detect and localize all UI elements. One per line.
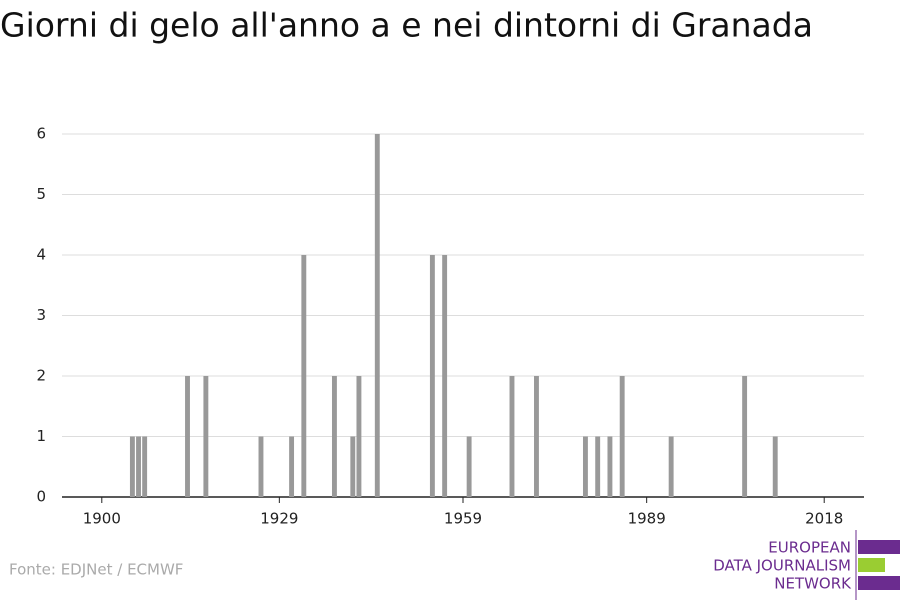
bar (595, 436, 601, 497)
bar (742, 376, 748, 497)
logo-bar (858, 558, 885, 572)
bar (429, 255, 435, 497)
bar (356, 376, 362, 497)
bar (350, 436, 356, 497)
logo-bar (858, 540, 900, 554)
y-tick-label: 3 (36, 306, 46, 324)
bar (442, 255, 448, 497)
bar (185, 376, 190, 497)
bar (509, 376, 515, 497)
logo-text: EUROPEAN (768, 539, 851, 557)
x-tick-label: 1929 (260, 510, 298, 528)
bar (136, 436, 141, 497)
x-tick-label: 1959 (444, 510, 482, 528)
logo-bar (858, 576, 900, 590)
y-tick-label: 1 (36, 427, 46, 445)
chart-title: Giorni di gelo all'anno a e nei dintorni… (0, 6, 813, 45)
bar (258, 436, 264, 497)
bar (619, 376, 625, 497)
bar (142, 436, 148, 497)
y-tick-label: 4 (36, 246, 46, 264)
y-tick-label: 6 (36, 125, 46, 143)
bar (534, 376, 539, 497)
bar (772, 436, 778, 497)
y-tick-label: 0 (36, 488, 46, 506)
bar (203, 376, 209, 497)
y-tick-label: 2 (36, 367, 46, 385)
logo-text: NETWORK (774, 575, 852, 593)
bar (374, 134, 380, 497)
x-tick-label: 1900 (83, 510, 121, 528)
bar (582, 436, 588, 497)
bar (129, 436, 135, 497)
y-tick-label: 5 (36, 185, 46, 203)
bar (466, 436, 472, 497)
source: Fonte: EDJNet / ECMWF (9, 561, 183, 579)
bar (331, 376, 337, 497)
bar (607, 436, 613, 497)
bar (289, 436, 295, 497)
bar (301, 255, 307, 497)
bar (668, 436, 674, 497)
x-tick-label: 1989 (628, 510, 666, 528)
x-tick-label: 2018 (805, 510, 843, 528)
logo-text: DATA JOURNALISM (713, 557, 851, 575)
